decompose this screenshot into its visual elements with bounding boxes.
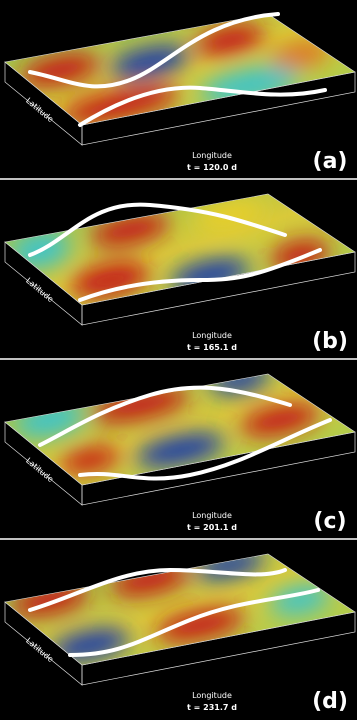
blob [60, 446, 120, 474]
blob [240, 403, 320, 437]
front-curve [28, 567, 287, 612]
panel: Latitude Longitude t = 231.7 d (d) [4, 553, 356, 714]
latitude-label: Latitude [24, 276, 55, 304]
blob [20, 53, 100, 87]
blob [155, 608, 245, 642]
surface-blobs [20, 24, 330, 124]
longitude-label: Longitude [192, 511, 232, 520]
surface-blobs [15, 374, 320, 474]
front-curve [38, 385, 292, 447]
surface [5, 554, 355, 665]
blob [70, 262, 150, 298]
blob [91, 387, 189, 423]
time-label: t = 231.7 d [187, 703, 237, 712]
longitude-label: Longitude [192, 151, 232, 160]
blob [135, 433, 225, 467]
panel-tag: (b) [312, 329, 348, 354]
front-curve [68, 588, 320, 657]
surface-base [5, 14, 355, 125]
blob [270, 41, 330, 69]
latitude-label: Latitude [24, 96, 55, 124]
front-curve [28, 12, 280, 89]
blob [210, 374, 270, 394]
panel-tag: (d) [312, 689, 348, 714]
panel: Latitude Longitude t = 120.0 d (a) [4, 12, 356, 174]
front-curve [78, 418, 332, 481]
panel: Latitude Longitude t = 201.1 d (c) [4, 373, 356, 534]
longitude-label: Longitude [192, 331, 232, 340]
front-curve [28, 202, 287, 257]
time-label: t = 201.1 d [187, 523, 237, 532]
latitude-label: Latitude [24, 636, 55, 664]
surface [5, 374, 355, 485]
panel: Latitude Longitude t = 165.1 d (b) [4, 193, 356, 354]
front-curve [78, 85, 327, 127]
surface [5, 14, 355, 125]
blob [110, 45, 190, 79]
box-top [4, 13, 356, 126]
panel-tag: (a) [313, 149, 348, 174]
panel-tag: (c) [313, 509, 346, 534]
surface [5, 194, 355, 305]
time-label: t = 120.0 d [187, 163, 237, 172]
front-curve [78, 248, 322, 302]
longitude-label: Longitude [192, 691, 232, 700]
time-label: t = 165.1 d [187, 343, 237, 352]
latitude-label: Latitude [24, 456, 55, 484]
